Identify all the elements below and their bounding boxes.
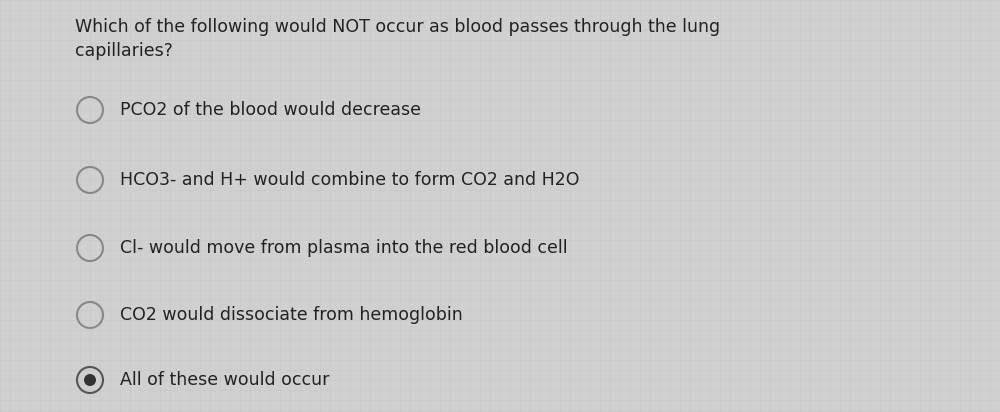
Text: HCO3- and H+ would combine to form CO2 and H2O: HCO3- and H+ would combine to form CO2 a…	[120, 171, 580, 189]
Text: Cl- would move from plasma into the red blood cell: Cl- would move from plasma into the red …	[120, 239, 568, 257]
Circle shape	[84, 374, 96, 386]
Text: CO2 would dissociate from hemoglobin: CO2 would dissociate from hemoglobin	[120, 306, 463, 324]
Text: capillaries?: capillaries?	[75, 42, 173, 60]
Text: PCO2 of the blood would decrease: PCO2 of the blood would decrease	[120, 101, 421, 119]
Text: All of these would occur: All of these would occur	[120, 371, 329, 389]
Text: Which of the following would NOT occur as blood passes through the lung: Which of the following would NOT occur a…	[75, 18, 720, 36]
